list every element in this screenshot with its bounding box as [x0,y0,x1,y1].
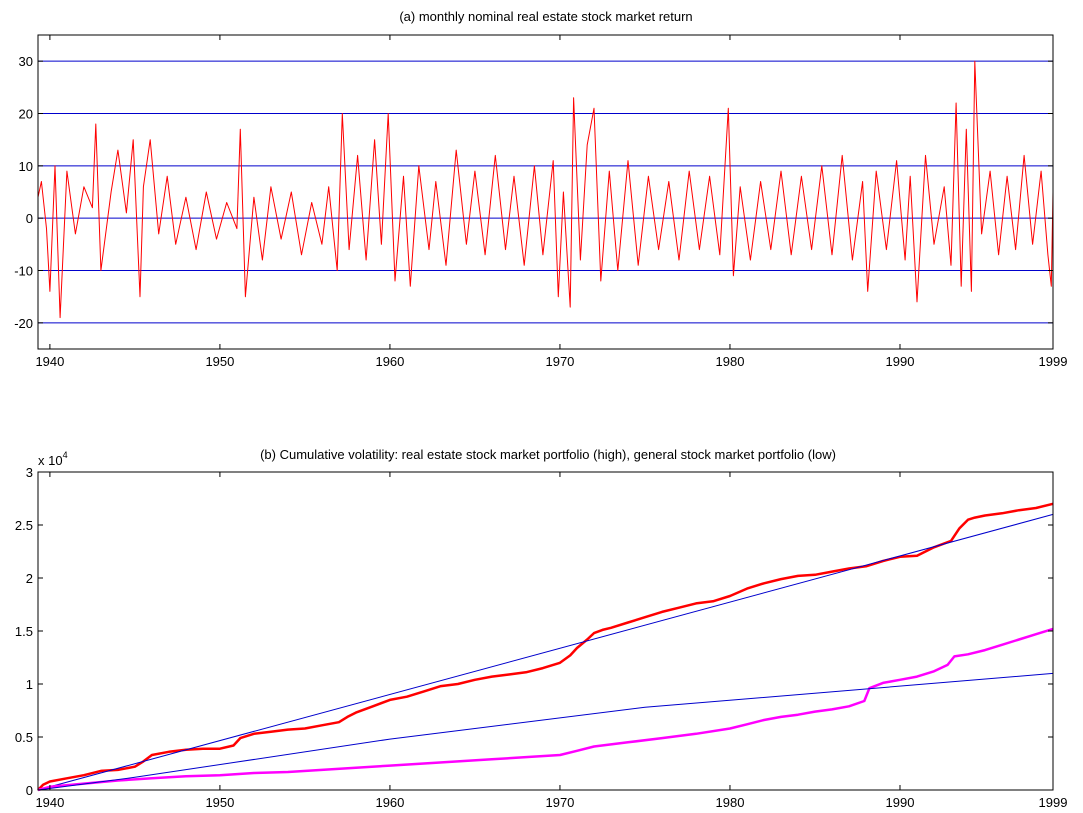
x-tick-label: 1980 [716,795,745,810]
y-tick-label: 0 [26,783,33,798]
panel-b-scale-exponent: 4 [63,450,68,460]
general-market-volatility-line [37,627,1054,792]
y-tick-label: 1 [26,677,33,692]
y-tick-label: 2.5 [15,518,33,533]
y-tick-label: 20 [19,107,33,122]
y-tick-label: -20 [14,316,33,331]
x-tick-label: 1990 [886,354,915,369]
y-tick-label: -10 [14,264,33,279]
real-estate-volatility-line [37,502,1054,791]
y-tick-label: 1.5 [15,624,33,639]
y-tick-label: 2 [26,571,33,586]
panel-a: (a) monthly nominal real estate stock ma… [14,9,1067,369]
x-tick-label: 1970 [545,354,574,369]
panel-a-axes-box [37,34,1054,350]
x-tick-label: 1950 [205,354,234,369]
y-tick-label: 10 [19,159,33,174]
x-tick-label: 1980 [716,354,745,369]
y-tick-label: 0.5 [15,730,33,745]
monthly-return-line [37,60,1054,319]
trend-line [37,672,1054,791]
x-tick-label: 1960 [375,354,404,369]
x-tick-label: 1999 [1039,354,1068,369]
x-tick-label: 1999 [1039,795,1068,810]
x-tick-label: 1990 [886,795,915,810]
panel-b: (b) Cumulative volatility: real estate s… [15,447,1068,810]
x-tick-label: 1970 [545,795,574,810]
x-tick-label: 1940 [35,354,64,369]
x-tick-label: 1960 [375,795,404,810]
y-tick-label: 30 [19,54,33,69]
x-tick-label: 1950 [205,795,234,810]
panel-a-series [37,60,1054,319]
panel-b-series [37,502,1054,792]
panel-b-scale-label: x 10 [38,453,63,468]
panel-a-title: (a) monthly nominal real estate stock ma… [399,9,692,24]
panel-b-title: (b) Cumulative volatility: real estate s… [260,447,836,462]
panel-b-ticks: 0 0.5 1 1.5 2 2.5 3 1940 1950 1960 1970 1980 1990 199… [15,465,1068,810]
panel-a-gridlines [38,60,1053,324]
y-tick-label: 3 [26,465,33,480]
y-tick-label: 0 [26,211,33,226]
trend-line [37,513,1054,791]
panel-a-ticks: -20 -10 0 10 20 30 1940 1950 1960 1970 1980 1990 199… [14,35,1067,369]
x-tick-label: 1940 [35,795,64,810]
panel-b-scale-multiplier: x 104 [38,450,68,468]
